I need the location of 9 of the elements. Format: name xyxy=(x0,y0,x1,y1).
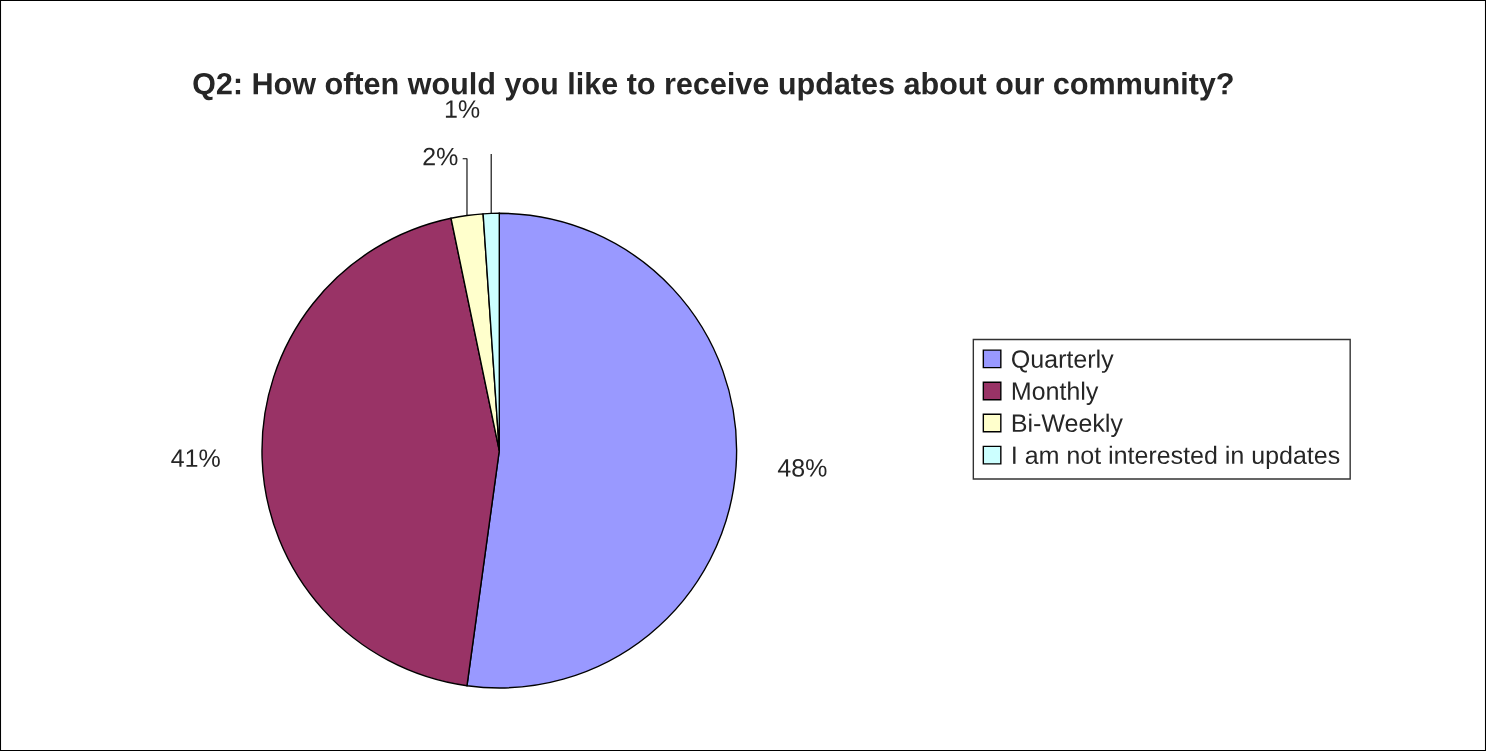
chart-title: Q2: How often would you like to receive updates about our community? xyxy=(193,72,1233,101)
data-label: 48% xyxy=(777,459,827,477)
data-label: 1% xyxy=(445,100,480,118)
data-label: 2% xyxy=(423,147,458,166)
legend-label: Monthly xyxy=(1012,381,1099,405)
legend-label: Quarterly xyxy=(1012,349,1114,373)
legend-label: Bi-Weekly xyxy=(1012,413,1123,437)
legend-label: I am not interested in updates xyxy=(1013,445,1340,470)
data-label: 41% xyxy=(171,449,220,467)
